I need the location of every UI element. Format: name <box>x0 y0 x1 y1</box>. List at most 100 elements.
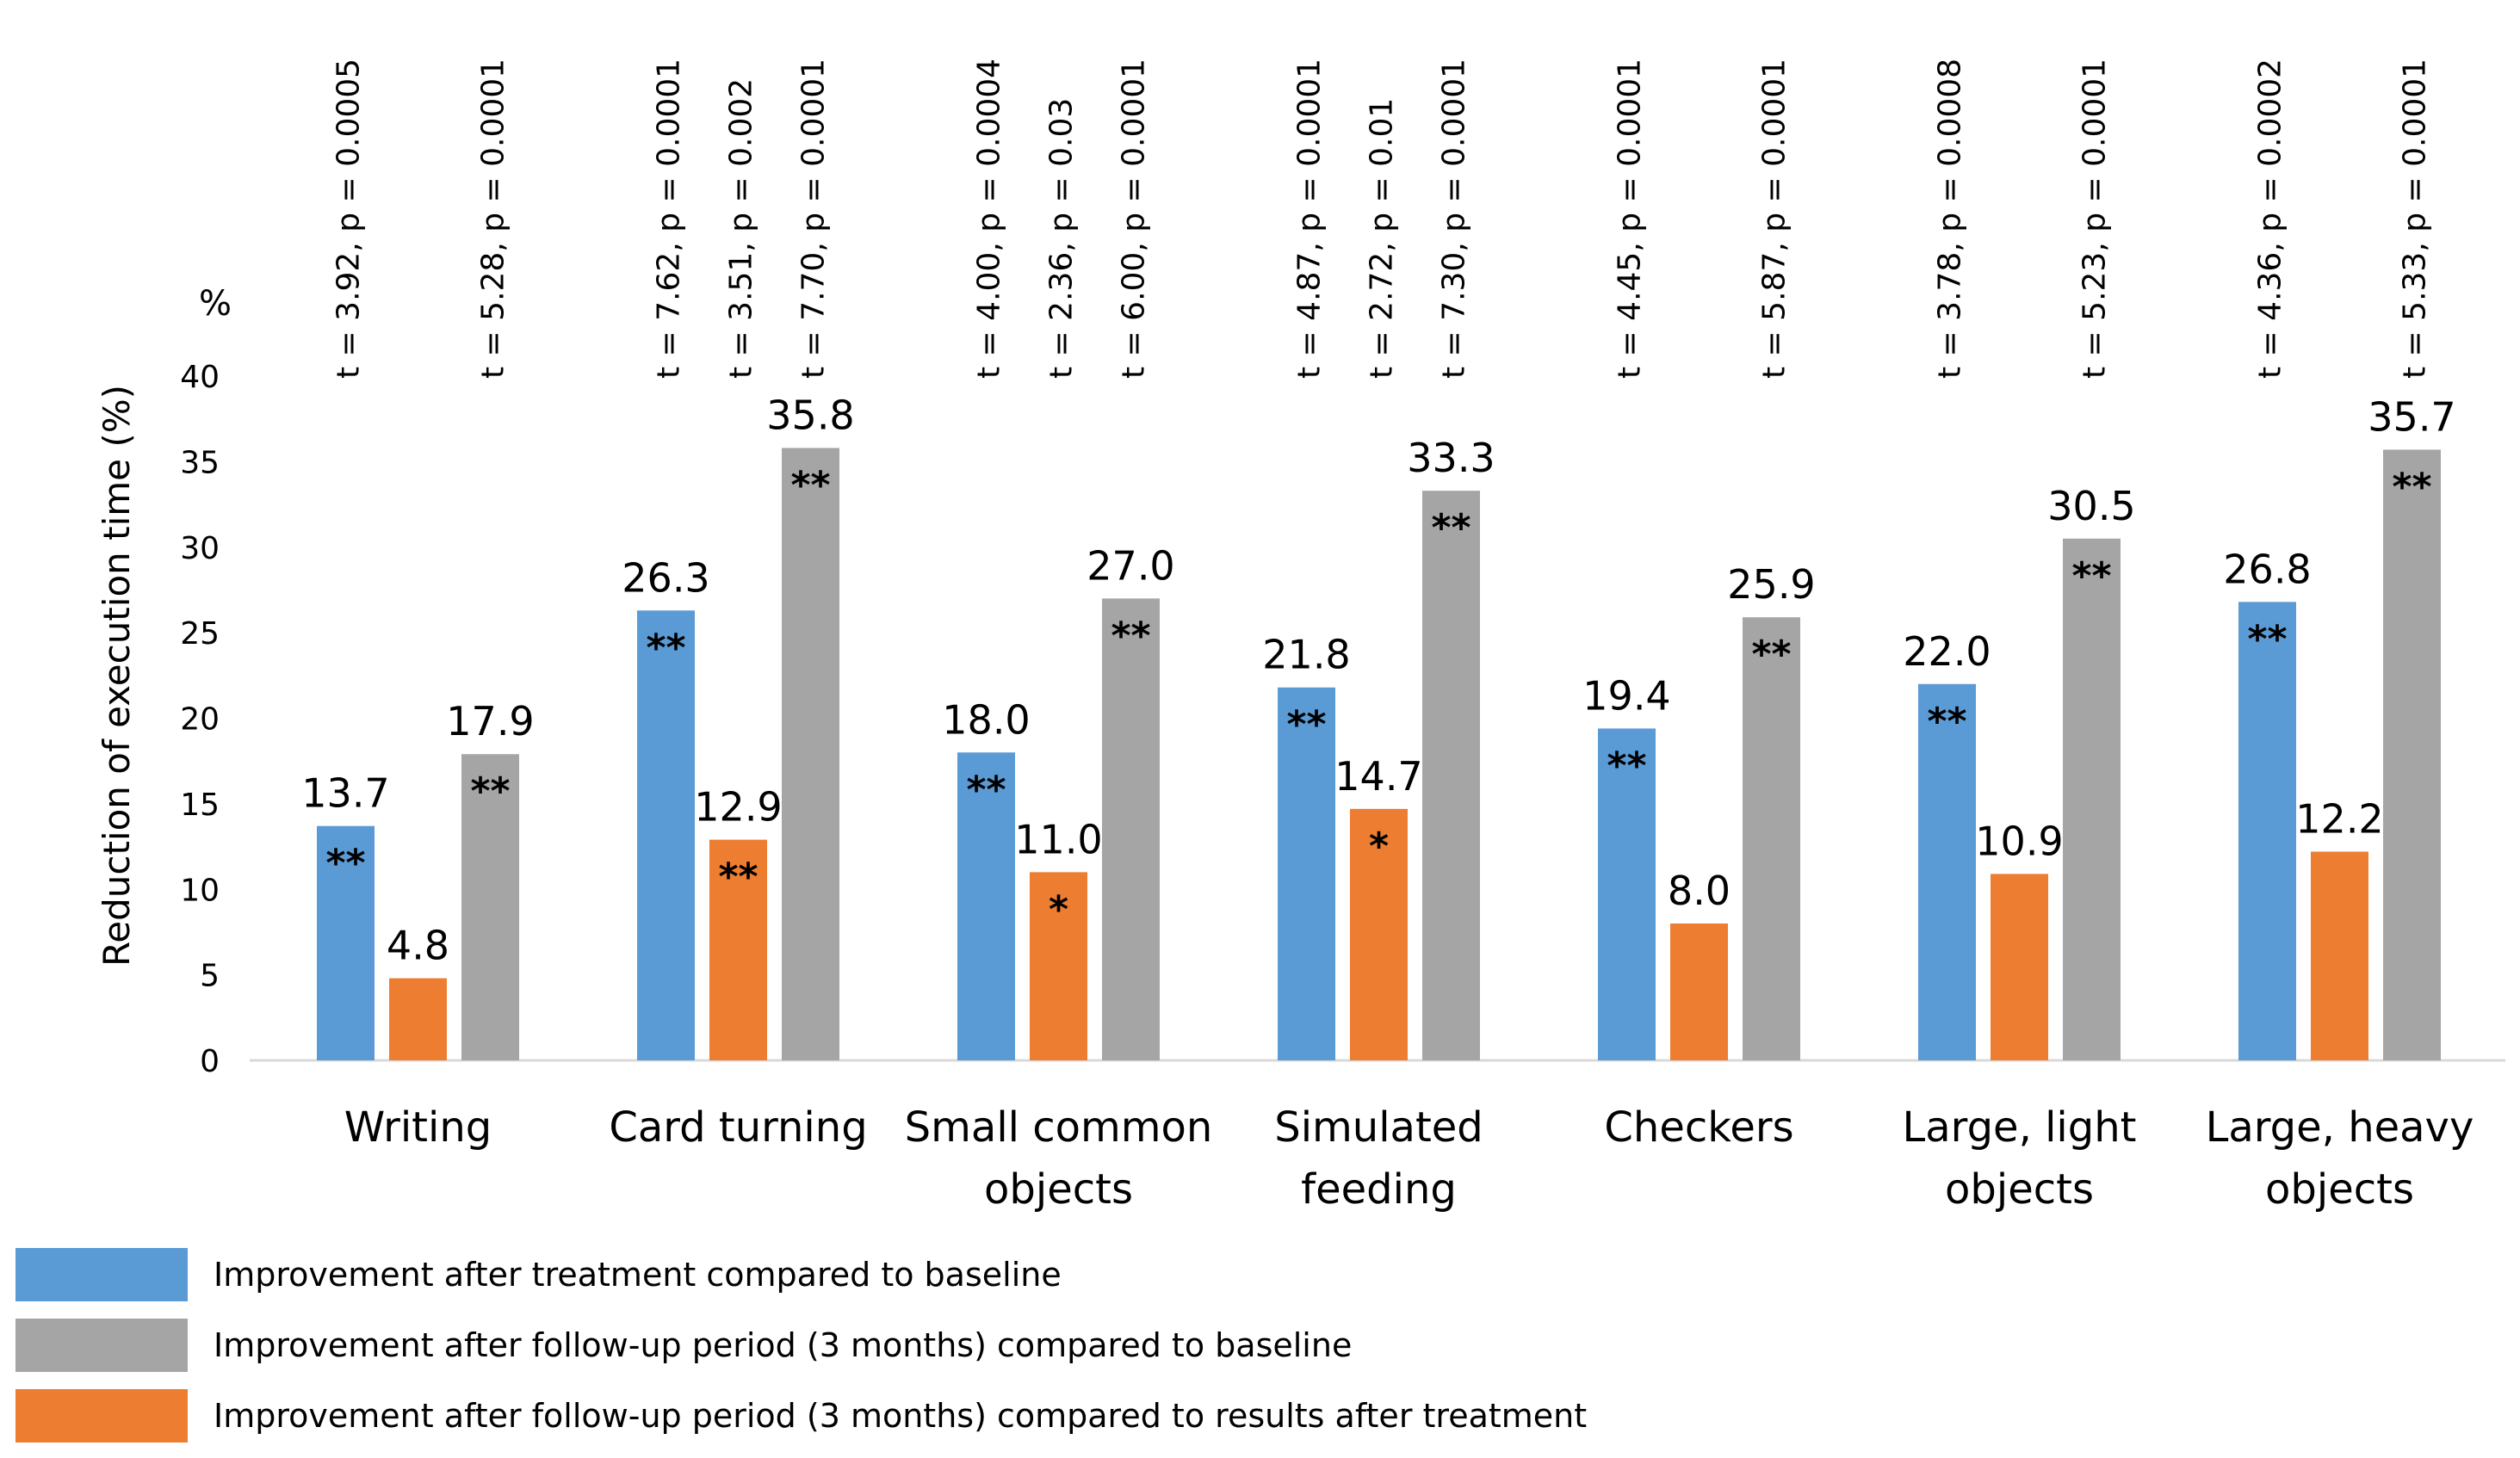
test-statistic: t = 2.36, p = 0.03 <box>1044 98 1080 379</box>
data-label: 26.8 <box>2223 546 2311 592</box>
test-statistic: t = 4.00, p = 0.0004 <box>972 59 1007 379</box>
test-statistic: t = 6.00, p = 0.0001 <box>1117 59 1152 379</box>
legend-swatch <box>15 1389 188 1443</box>
category-label: objects <box>2265 1165 2414 1214</box>
bar <box>2238 602 2296 1060</box>
test-statistic: t = 5.87, p = 0.0001 <box>1757 59 1792 379</box>
bar <box>1991 874 2048 1060</box>
test-statistic: t = 7.30, p = 0.0001 <box>1437 59 1472 379</box>
y-tick-label: 35 <box>180 445 220 480</box>
data-label: 21.8 <box>1262 632 1350 678</box>
test-statistic: t = 7.70, p = 0.0001 <box>796 59 832 379</box>
y-tick-label: 40 <box>180 360 220 395</box>
data-label: 35.7 <box>2368 393 2455 440</box>
y-unit-label: % <box>199 284 232 324</box>
significance-marker: ** <box>646 626 685 670</box>
test-statistic: t = 4.45, p = 0.0001 <box>1613 59 1648 379</box>
legend-label: Improvement after follow-up period (3 mo… <box>214 1326 1352 1364</box>
data-label: 10.9 <box>1975 818 2063 864</box>
bar <box>1102 598 1160 1060</box>
data-label: 33.3 <box>1407 435 1495 481</box>
test-statistic: t = 2.72, p = 0.01 <box>1365 98 1400 379</box>
category-label: feeding <box>1301 1165 1457 1214</box>
bar <box>2311 851 2368 1060</box>
category-label: Small common <box>905 1103 1213 1152</box>
data-label: 17.9 <box>446 698 534 744</box>
bar <box>461 754 519 1060</box>
significance-marker: ** <box>470 769 510 813</box>
test-statistic: t = 3.78, p = 0.0008 <box>1933 59 1968 379</box>
significance-marker: * <box>1049 887 1068 931</box>
category-label: objects <box>984 1165 1133 1214</box>
bar <box>1918 683 1976 1060</box>
test-statistic: t = 4.36, p = 0.0002 <box>2253 59 2288 379</box>
test-statistic: t = 5.23, p = 0.0001 <box>2077 59 2113 379</box>
legend-swatch <box>15 1319 188 1372</box>
test-statistic: t = 5.33, p = 0.0001 <box>2398 59 2433 379</box>
data-label: 27.0 <box>1087 542 1174 589</box>
significance-marker: ** <box>2247 617 2287 661</box>
significance-marker: ** <box>1286 703 1326 747</box>
bar <box>709 839 767 1060</box>
bar <box>1278 687 1335 1060</box>
bar <box>1422 491 1480 1060</box>
test-statistic: t = 5.28, p = 0.0001 <box>476 59 511 379</box>
y-tick-label: 20 <box>180 702 220 738</box>
bar <box>2383 449 2441 1060</box>
significance-marker: ** <box>966 768 1006 812</box>
significance-marker: ** <box>325 842 365 886</box>
significance-marker: * <box>1369 825 1389 868</box>
test-statistic: t = 4.87, p = 0.0001 <box>1292 59 1328 379</box>
data-label: 22.0 <box>1903 628 1991 675</box>
data-label: 19.4 <box>1582 672 1670 719</box>
test-statistic: t = 3.92, p = 0.0005 <box>331 59 367 379</box>
bar <box>1598 728 1656 1060</box>
y-tick-label: 5 <box>200 959 220 994</box>
data-label: 35.8 <box>766 392 854 438</box>
test-statistic: t = 7.62, p = 0.0001 <box>652 59 687 379</box>
category-label: objects <box>1945 1165 2094 1214</box>
legend-label: Improvement after treatment compared to … <box>214 1256 1062 1294</box>
data-label: 26.3 <box>622 554 709 601</box>
significance-marker: ** <box>1431 506 1471 550</box>
data-label: 18.0 <box>942 696 1030 743</box>
bar <box>782 448 839 1060</box>
bar <box>1350 808 1408 1060</box>
bar <box>1670 924 1728 1060</box>
test-statistic: t = 3.51, p = 0.002 <box>724 78 759 379</box>
data-label: 8.0 <box>1668 868 1731 914</box>
category-label: Checkers <box>1604 1103 1793 1152</box>
data-label: 30.5 <box>2047 483 2135 529</box>
significance-marker: ** <box>790 463 830 507</box>
bar <box>2063 538 2121 1060</box>
y-tick-label: 0 <box>200 1044 220 1079</box>
category-label: Card turning <box>609 1103 867 1152</box>
legend-label: Improvement after follow-up period (3 mo… <box>214 1397 1587 1435</box>
significance-marker: ** <box>718 856 758 899</box>
legend-swatch <box>15 1248 188 1301</box>
bar <box>317 825 375 1060</box>
bar <box>957 752 1015 1060</box>
category-label: Large, light <box>1903 1103 2137 1152</box>
y-tick-label: 15 <box>180 788 220 823</box>
data-label: 11.0 <box>1014 816 1102 862</box>
bar <box>1743 617 1800 1060</box>
category-label: Large, heavy <box>2206 1103 2474 1152</box>
category-label: Simulated <box>1274 1103 1483 1152</box>
bar <box>389 978 447 1060</box>
significance-marker: ** <box>1927 700 1966 744</box>
significance-marker: ** <box>1111 614 1150 658</box>
significance-marker: ** <box>2071 554 2111 598</box>
x-axis-category-labels: Writing Card turning Small common objects Si… <box>344 1103 2474 1214</box>
significance-marker: ** <box>1607 744 1646 788</box>
category-label: Writing <box>344 1103 492 1152</box>
legend: Improvement after treatment compared to … <box>15 1248 1587 1443</box>
data-label: 4.8 <box>387 923 449 969</box>
data-label: 13.7 <box>301 770 389 817</box>
bar <box>637 610 695 1060</box>
y-tick-label: 30 <box>180 531 220 566</box>
data-label: 12.9 <box>694 784 782 831</box>
y-axis-title: Reduction of execution time (%) <box>96 385 138 967</box>
